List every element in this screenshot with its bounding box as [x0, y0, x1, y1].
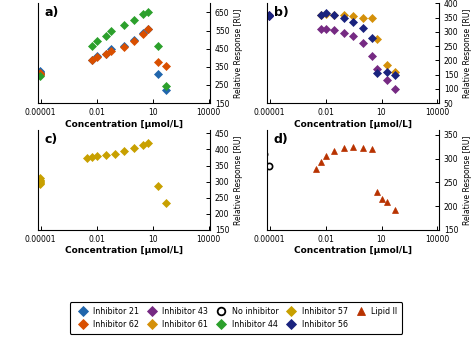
Y-axis label: Relative Response [RU]: Relative Response [RU] [234, 8, 243, 98]
Legend: Inhibitor 21, Inhibitor 62, Inhibitor 43, Inhibitor 61, No inhibitor, Inhibitor : Inhibitor 21, Inhibitor 62, Inhibitor 43… [70, 302, 402, 334]
Text: d): d) [274, 133, 288, 146]
X-axis label: Concentration [μmol/L]: Concentration [μmol/L] [65, 120, 183, 129]
X-axis label: Concentration [μmol/L]: Concentration [μmol/L] [294, 120, 412, 129]
Text: b): b) [274, 6, 288, 19]
Text: c): c) [45, 133, 58, 146]
X-axis label: Concentration [μmol/L]: Concentration [μmol/L] [65, 246, 183, 256]
Y-axis label: Relative Response [RU]: Relative Response [RU] [463, 135, 472, 225]
Y-axis label: Relative Response [RU]: Relative Response [RU] [463, 8, 472, 98]
Text: a): a) [45, 6, 59, 19]
Y-axis label: Relative Response [RU]: Relative Response [RU] [234, 135, 243, 225]
X-axis label: Concentration [μmol/L]: Concentration [μmol/L] [294, 246, 412, 256]
